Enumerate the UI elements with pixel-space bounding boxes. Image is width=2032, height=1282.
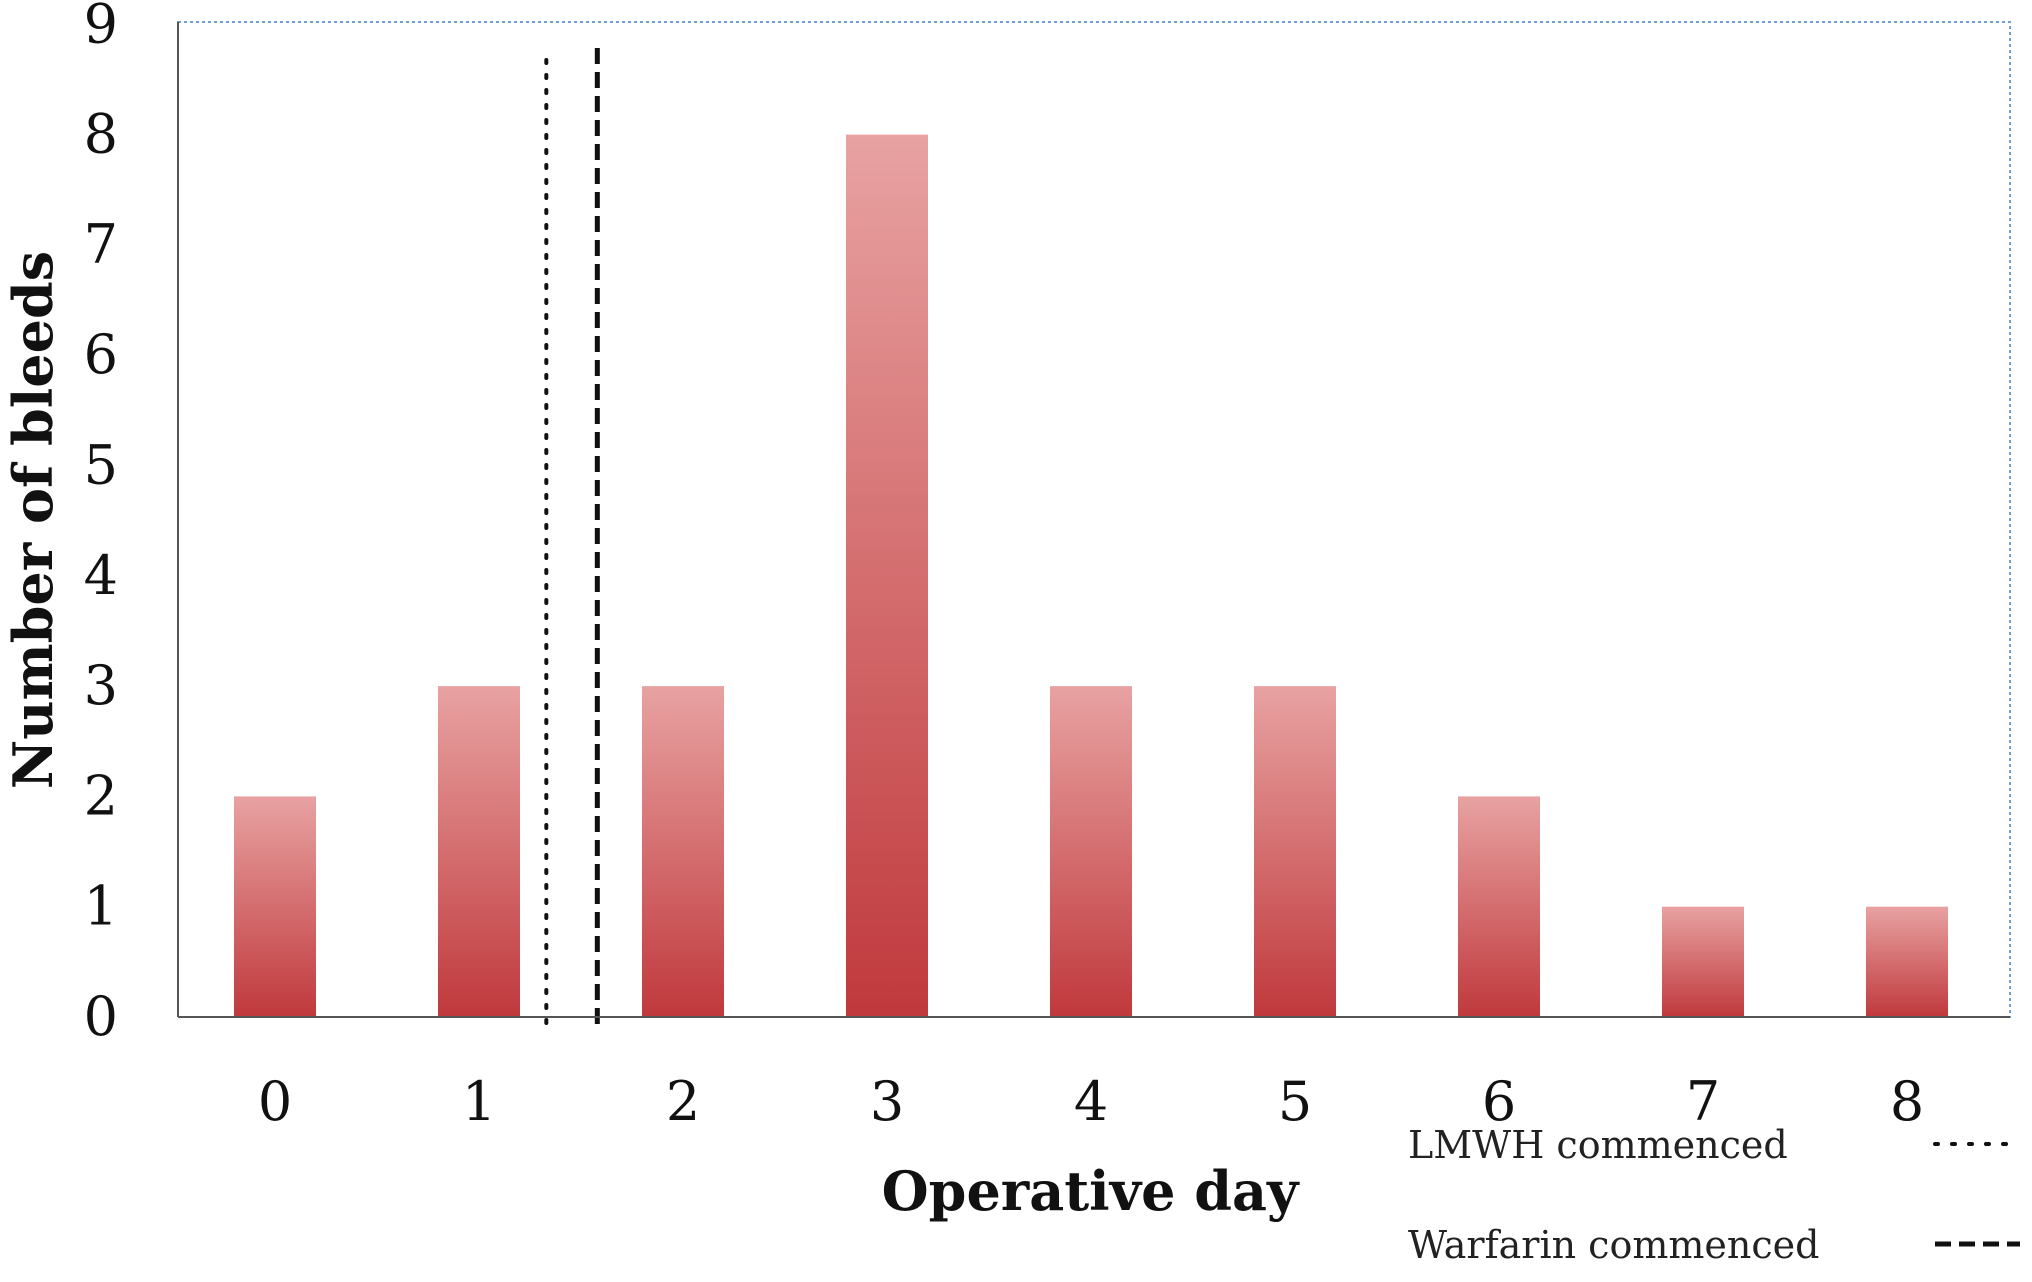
y-tick-label: 9	[84, 0, 118, 55]
y-tick-label: 2	[84, 764, 118, 827]
x-tick-label: 3	[870, 1070, 904, 1133]
reference-lines-group	[544, 48, 600, 1032]
y-tick-label: 4	[84, 544, 118, 607]
x-tick-label: 6	[1482, 1070, 1516, 1133]
x-tick-label: 5	[1278, 1070, 1312, 1133]
x-tick-label: 1	[462, 1070, 496, 1133]
bar-day-0	[234, 796, 316, 1017]
y-tick-label: 1	[84, 875, 118, 938]
lmwh-legend-label: LMWH commenced	[1408, 1123, 1788, 1167]
bar-day-3	[846, 134, 928, 1018]
y-tick-label: 7	[84, 213, 118, 276]
x-tick-label: 4	[1074, 1070, 1108, 1133]
bar-day-7	[1662, 906, 1744, 1017]
bar-day-4	[1050, 686, 1132, 1017]
x-tick-label: 0	[258, 1070, 292, 1133]
x-tick-label: 2	[666, 1070, 700, 1133]
warfarin-legend-label: Warfarin commenced	[1408, 1223, 1819, 1267]
y-tick-labels: 0 1 2 3 4 5 6 7 8 9	[84, 0, 118, 1048]
bar-day-8	[1866, 906, 1948, 1017]
y-tick-label: 8	[84, 103, 118, 166]
x-tick-label: 8	[1890, 1070, 1924, 1133]
bar-day-6	[1458, 796, 1540, 1017]
x-tick-label: 7	[1686, 1070, 1720, 1133]
bar-day-2	[642, 686, 724, 1017]
y-tick-label: 5	[84, 434, 118, 497]
bar-day-5	[1254, 686, 1336, 1017]
bar-day-1	[438, 686, 520, 1017]
bars-group	[234, 134, 1948, 1018]
y-tick-label: 6	[84, 323, 118, 386]
x-tick-labels: 0 1 2 3 4 5 6 7 8	[258, 1070, 1924, 1133]
y-axis-title: Number of bleeds	[1, 251, 65, 789]
x-axis-title: Operative day	[882, 1159, 1300, 1223]
y-tick-label: 3	[84, 654, 118, 717]
y-tick-label: 0	[84, 985, 118, 1048]
legend: LMWH commenced Warfarin commenced	[1408, 1123, 2022, 1267]
